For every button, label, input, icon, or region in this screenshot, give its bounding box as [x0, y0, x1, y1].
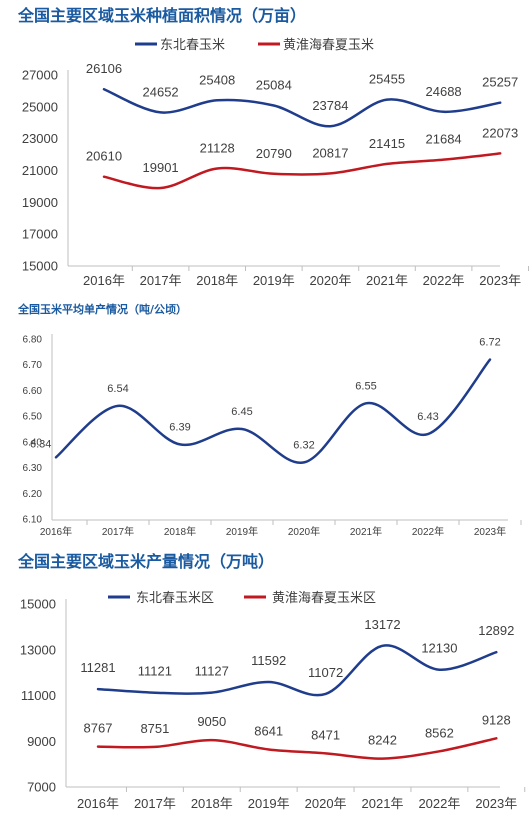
y-tick-label: 6.30 [23, 463, 43, 474]
y-tick-label: 15000 [22, 259, 58, 274]
y-tick-label: 21000 [22, 163, 58, 178]
y-tick-label: 6.80 [23, 335, 43, 346]
x-tick-label: 2016年 [83, 273, 125, 288]
y-tick-label: 6.20 [23, 489, 43, 500]
data-label: 26106 [86, 61, 122, 76]
legend-label: 东北春玉米 [160, 38, 225, 53]
y-tick-label: 6.50 [23, 412, 43, 423]
data-label: 21128 [200, 140, 235, 155]
x-tick-label: 2020年 [305, 796, 347, 811]
y-tick-label: 6.70 [23, 360, 43, 371]
data-label: 9128 [482, 712, 511, 727]
x-tick-label: 2018年 [164, 525, 196, 538]
x-tick-label: 2022年 [418, 796, 460, 811]
y-tick-label: 25000 [22, 99, 58, 114]
data-label: 6.39 [169, 421, 190, 433]
y-tick-label: 27000 [22, 68, 58, 83]
x-tick-label: 2021年 [366, 273, 408, 288]
data-label: 11592 [251, 653, 286, 668]
x-tick-label: 2019年 [253, 273, 295, 288]
data-label: 21415 [369, 136, 405, 151]
x-tick-label: 2017年 [134, 796, 176, 811]
y-tick-label: 11000 [21, 688, 56, 703]
x-tick-label: 2019年 [248, 796, 290, 811]
x-tick-label: 2022年 [423, 273, 465, 288]
chart-title: 全国玉米平均单产情况（吨/公顷） [17, 302, 187, 316]
x-tick-label: 2017年 [140, 273, 182, 288]
data-label: 24652 [143, 84, 179, 99]
data-label: 22073 [482, 125, 518, 140]
data-label: 11121 [138, 664, 172, 679]
y-tick-label: 19000 [22, 195, 58, 210]
chart-title: 全国主要区域玉米种植面积情况（万亩） [17, 6, 306, 25]
x-tick-label: 2021年 [362, 796, 404, 811]
data-label: 8751 [140, 721, 169, 736]
y-tick-label: 6.10 [23, 515, 43, 526]
data-label: 9050 [197, 714, 226, 729]
data-label: 25084 [256, 77, 292, 92]
data-label: 8641 [254, 723, 283, 738]
data-label: 24688 [426, 84, 462, 99]
data-label: 6.34 [30, 438, 51, 450]
data-label: 23784 [312, 98, 348, 113]
y-tick-label: 9000 [27, 734, 56, 749]
y-tick-label: 17000 [22, 227, 58, 242]
legend-label: 黄淮海春夏玉米 [283, 38, 374, 53]
data-label: 20790 [256, 146, 292, 161]
x-tick-label: 2022年 [412, 525, 444, 538]
data-label: 11127 [195, 664, 229, 679]
series-line [102, 152, 502, 190]
data-label: 8562 [425, 725, 454, 740]
y-tick-label: 6.40 [23, 437, 43, 448]
series-line [102, 87, 502, 128]
x-tick-label: 2021年 [350, 525, 382, 538]
data-label: 6.72 [479, 337, 500, 349]
data-label: 6.55 [355, 380, 376, 392]
series-line [96, 737, 498, 760]
x-tick-label: 2020年 [288, 525, 320, 538]
data-label: 25408 [199, 72, 235, 87]
data-label: 20817 [312, 145, 348, 160]
x-tick-label: 2018年 [196, 273, 238, 288]
series-line [96, 644, 498, 697]
series-line [54, 358, 492, 464]
x-tick-label: 2020年 [309, 273, 351, 288]
data-label: 8767 [84, 721, 113, 736]
legend-label: 黄淮海春夏玉米区 [272, 591, 376, 606]
data-label: 6.43 [417, 411, 438, 423]
data-label: 25257 [482, 75, 518, 90]
x-tick-label: 2017年 [102, 525, 134, 538]
data-label: 11281 [80, 660, 115, 675]
data-label: 6.45 [231, 406, 252, 418]
x-tick-label: 2023年 [475, 796, 517, 811]
data-label: 8471 [311, 727, 340, 742]
data-label: 19901 [143, 160, 179, 175]
y-tick-label: 15000 [20, 597, 56, 612]
x-tick-label: 2019年 [226, 525, 258, 538]
x-tick-label: 2016年 [77, 796, 119, 811]
data-label: 20610 [86, 149, 122, 164]
y-tick-label: 6.60 [23, 386, 43, 397]
y-tick-label: 7000 [27, 780, 56, 795]
data-label: 6.32 [293, 439, 314, 451]
chart-title: 全国主要区域玉米产量情况（万吨） [17, 552, 274, 571]
data-label: 13172 [364, 617, 400, 632]
data-label: 12892 [478, 623, 514, 638]
data-label: 25455 [369, 72, 405, 87]
legend-label: 东北春玉米区 [136, 591, 214, 606]
data-label: 21684 [426, 132, 462, 147]
x-tick-label: 2023年 [474, 525, 506, 538]
data-label: 8242 [368, 733, 397, 748]
y-tick-label: 23000 [22, 131, 58, 146]
y-tick-label: 13000 [20, 642, 56, 657]
data-label: 12130 [421, 641, 457, 656]
data-label: 6.54 [107, 383, 128, 395]
data-label: 11072 [308, 665, 343, 680]
x-tick-label: 2023年 [479, 273, 521, 288]
x-tick-label: 2018年 [191, 796, 233, 811]
x-tick-label: 2016年 [40, 525, 72, 538]
